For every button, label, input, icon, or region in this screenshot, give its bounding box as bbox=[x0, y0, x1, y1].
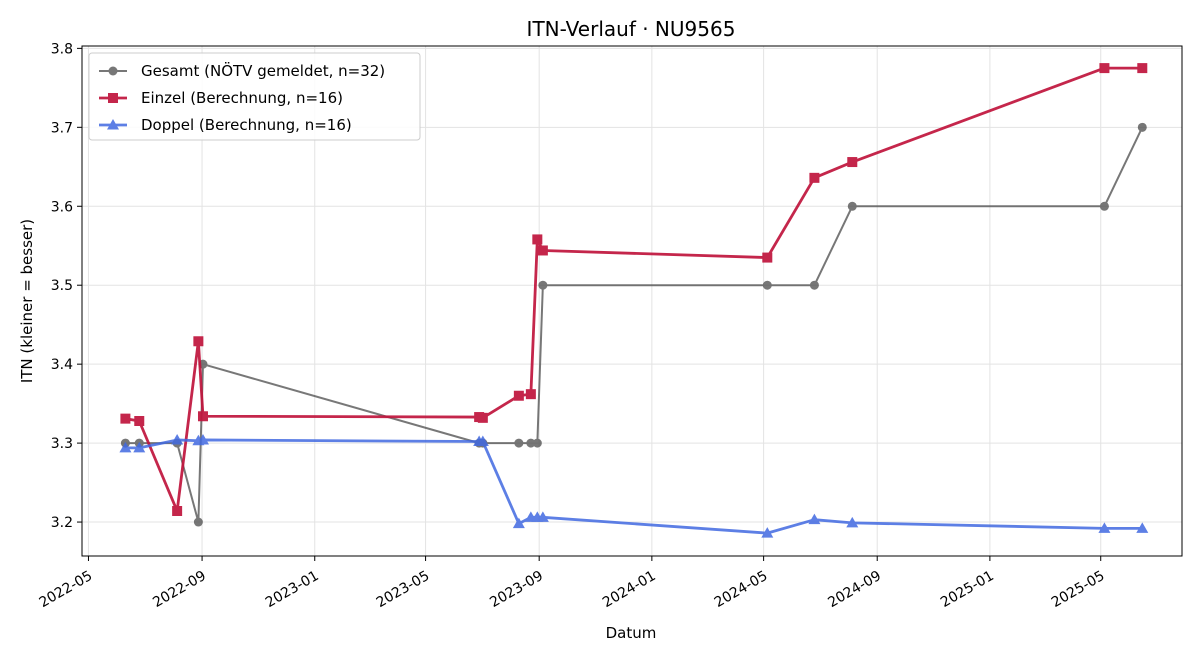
data-point bbox=[513, 390, 524, 401]
data-point bbox=[120, 413, 131, 424]
data-point bbox=[808, 513, 821, 525]
y-tick-label: 3.8 bbox=[51, 41, 73, 57]
data-point bbox=[196, 433, 209, 445]
data-point bbox=[809, 172, 820, 183]
series-triangle bbox=[119, 433, 1149, 538]
data-point bbox=[171, 433, 184, 445]
data-point bbox=[476, 435, 489, 447]
y-axis-label: ITN (kleiner = besser) bbox=[18, 219, 36, 383]
data-point bbox=[1136, 522, 1149, 533]
legend-entry: Einzel (Berechnung, n=16) bbox=[141, 89, 343, 107]
data-point bbox=[847, 201, 857, 211]
data-point bbox=[525, 389, 536, 400]
data-point bbox=[1137, 63, 1148, 74]
data-point bbox=[1099, 63, 1110, 74]
data-point bbox=[512, 517, 525, 529]
data-point bbox=[514, 438, 524, 448]
y-tick-label: 3.2 bbox=[51, 515, 73, 531]
chart-title: ITN-Verlauf · NU9565 bbox=[527, 17, 736, 41]
legend-swatch bbox=[99, 93, 127, 103]
data-point bbox=[477, 412, 488, 423]
data-point bbox=[133, 441, 146, 453]
legend-swatch bbox=[99, 66, 127, 76]
y-tick-label: 3.6 bbox=[51, 199, 73, 215]
legend: Gesamt (NÖTV gemeldet, n=32) Einzel (Bere… bbox=[88, 52, 421, 141]
data-point bbox=[537, 245, 548, 256]
legend-box bbox=[88, 52, 421, 141]
data-point bbox=[536, 511, 549, 522]
legend-entry: Gesamt (NÖTV gemeldet, n=32) bbox=[141, 61, 385, 80]
legend-marker bbox=[108, 93, 118, 103]
data-point bbox=[526, 438, 536, 448]
y-tick-label: 3.3 bbox=[51, 436, 73, 452]
data-point bbox=[532, 438, 542, 448]
data-point bbox=[193, 336, 204, 347]
data-point bbox=[193, 517, 203, 527]
data-point bbox=[809, 280, 819, 290]
data-point bbox=[538, 280, 548, 290]
legend-swatch bbox=[99, 119, 127, 130]
data-point bbox=[119, 441, 132, 453]
y-tick-label: 3.4 bbox=[51, 357, 73, 373]
y-tick-label: 3.7 bbox=[51, 120, 73, 136]
data-point bbox=[1137, 122, 1147, 132]
series-line bbox=[125, 126, 1144, 524]
plot-frame bbox=[81, 45, 1183, 557]
data-point bbox=[761, 527, 774, 538]
data-point bbox=[762, 280, 772, 290]
data-point bbox=[1099, 201, 1109, 211]
data-point bbox=[847, 157, 858, 168]
y-axis-ticks: 3.2 3.3 3.4 3.5 3.6 3.7 3.8 bbox=[51, 41, 82, 531]
data-point bbox=[762, 252, 773, 263]
legend-entry: Doppel (Berechnung, n=16) bbox=[141, 116, 352, 134]
data-point bbox=[846, 516, 859, 528]
legend-marker bbox=[107, 119, 119, 130]
y-tick-label: 3.5 bbox=[51, 278, 73, 294]
x-axis-label: Datum bbox=[606, 624, 657, 642]
data-point bbox=[172, 506, 183, 516]
series-square bbox=[120, 63, 1148, 516]
data-point bbox=[1098, 522, 1111, 533]
legend-marker bbox=[108, 66, 118, 76]
data-point bbox=[134, 416, 145, 426]
data-point bbox=[532, 234, 543, 245]
data-point bbox=[197, 411, 208, 422]
series-layer bbox=[119, 63, 1149, 538]
series-line bbox=[125, 66, 1143, 513]
series-line bbox=[125, 438, 1143, 535]
